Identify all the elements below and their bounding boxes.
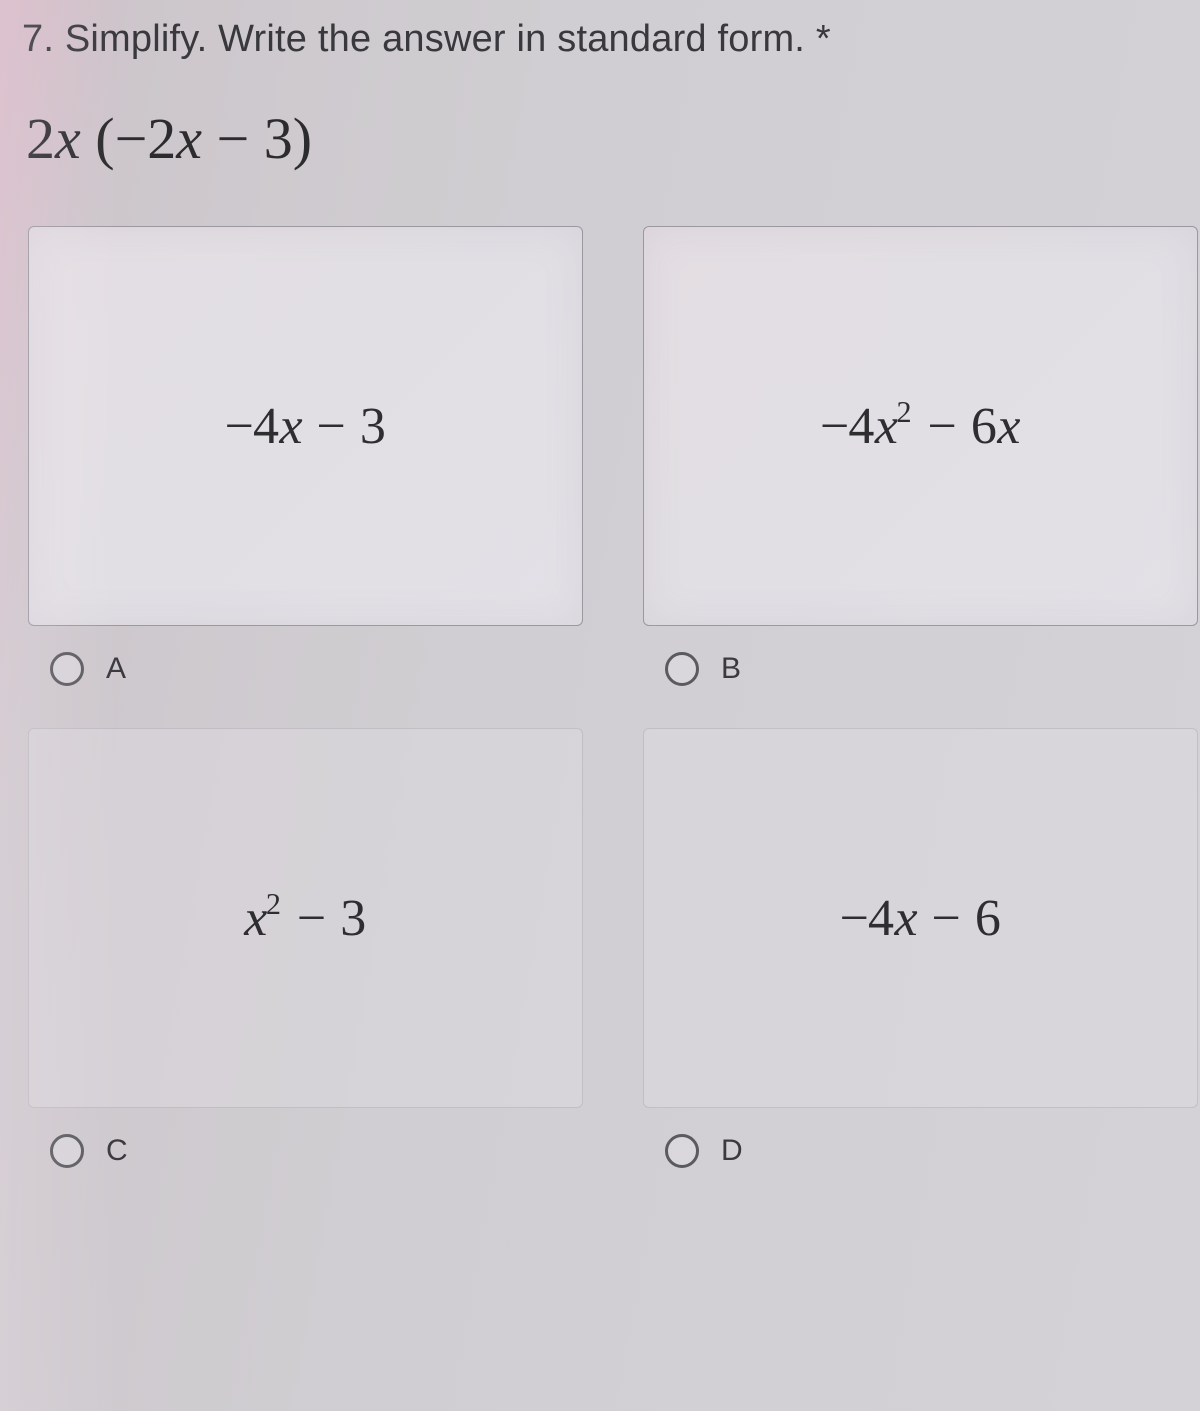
radio-c[interactable] <box>50 1134 84 1168</box>
option-label-b[interactable]: B <box>721 652 741 686</box>
option-label-d[interactable]: D <box>721 1134 743 1168</box>
option-label-c[interactable]: C <box>106 1134 128 1168</box>
option-math-b: −4x2 − 6x <box>820 397 1021 456</box>
option-math-c: x2 − 3 <box>244 889 367 948</box>
question-prompt: 7. Simplify. Write the answer in standar… <box>22 18 1200 61</box>
radio-a[interactable] <box>50 652 84 686</box>
radio-b[interactable] <box>665 652 699 686</box>
option-cell-c: x2 − 3 C <box>28 728 583 1210</box>
option-row-c: C <box>28 1108 583 1210</box>
option-row-a: A <box>28 626 583 728</box>
option-card-d: −4x − 6 <box>643 728 1198 1108</box>
option-cell-a: −4x − 3 A <box>28 226 583 728</box>
option-label-a[interactable]: A <box>106 652 126 686</box>
question-text: Simplify. Write the answer in standard f… <box>65 18 831 60</box>
option-row-d: D <box>643 1108 1198 1210</box>
option-card-b: −4x2 − 6x <box>643 226 1198 626</box>
question-number: 7. <box>22 18 54 60</box>
option-math-a: −4x − 3 <box>225 397 387 456</box>
option-cell-d: −4x − 6 D <box>643 728 1198 1210</box>
radio-d[interactable] <box>665 1134 699 1168</box>
option-cell-b: −4x2 − 6x B <box>643 226 1198 728</box>
option-card-c: x2 − 3 <box>28 728 583 1108</box>
option-math-d: −4x − 6 <box>840 889 1002 948</box>
options-grid: −4x − 3 A −4x2 − 6x B x2 − 3 C −4x − 6 <box>28 226 1200 1210</box>
option-card-a: −4x − 3 <box>28 226 583 626</box>
option-row-b: B <box>643 626 1198 728</box>
question-expression: 2x (−2x − 3) <box>26 105 1200 172</box>
